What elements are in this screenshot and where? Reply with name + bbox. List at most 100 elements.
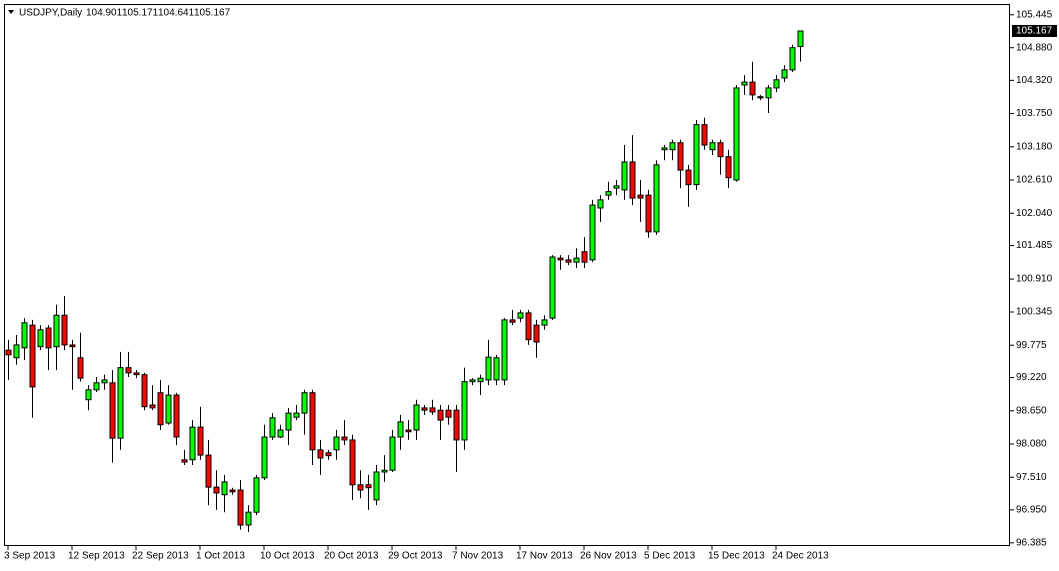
candle-body: [45, 327, 52, 349]
candle-body: [637, 194, 644, 199]
candle-body: [685, 169, 692, 186]
candle-body: [485, 356, 492, 381]
candle-body: [397, 421, 404, 438]
candle-body: [325, 452, 332, 457]
x-tick-label: 24 Dec 2013: [772, 551, 829, 562]
candle-body: [269, 417, 276, 438]
candle-body: [557, 257, 564, 261]
candle-body: [285, 412, 292, 431]
candle-body: [621, 161, 628, 191]
candle-body: [21, 322, 28, 349]
candle-body: [301, 392, 308, 414]
candle-body: [741, 81, 748, 86]
candle-body: [61, 314, 68, 346]
candle-body: [341, 436, 348, 441]
candle-body: [589, 204, 596, 261]
y-tick-label: 103.180: [1016, 141, 1053, 152]
candle-body: [317, 449, 324, 459]
x-tick-label: 5 Dec 2013: [644, 551, 696, 562]
candle-body: [349, 439, 356, 486]
candle-body: [189, 426, 196, 461]
candle-body: [661, 147, 668, 151]
candle-body: [221, 481, 228, 496]
candle-body: [245, 511, 252, 526]
y-tick-label: 96.950: [1016, 505, 1047, 516]
candle-body: [293, 412, 300, 418]
x-tick-label: 3 Sep 2013: [4, 551, 56, 562]
plot-frame: [4, 4, 1010, 546]
candle-body: [237, 489, 244, 526]
candle-body: [517, 312, 524, 319]
candle-body: [365, 484, 372, 489]
candle-body: [549, 256, 556, 319]
y-tick-label: 99.220: [1016, 372, 1047, 383]
header-close: 105.167: [194, 8, 231, 19]
candle-body: [445, 409, 452, 418]
candle-body: [645, 194, 652, 233]
candle-body: [717, 142, 724, 158]
y-tick-label: 102.040: [1016, 208, 1053, 219]
candle-body: [429, 407, 436, 413]
x-tick-label: 17 Nov 2013: [516, 551, 573, 562]
candle-body: [173, 394, 180, 438]
x-tick-label: 26 Nov 2013: [580, 551, 637, 562]
y-tick-label: 100.910: [1016, 274, 1053, 285]
menu-arrow: [8, 10, 14, 14]
candle-body: [149, 404, 156, 409]
candle-body: [101, 379, 108, 384]
candle-body: [677, 142, 684, 171]
candle-body: [669, 142, 676, 151]
candle-body: [389, 436, 396, 471]
candle-body: [797, 30, 804, 47]
candle-body: [749, 81, 756, 96]
candle-body: [653, 164, 660, 233]
x-tick-label: 10 Oct 2013: [260, 551, 315, 562]
candle-body: [773, 79, 780, 89]
y-tick-label: 103.750: [1016, 108, 1053, 119]
candle-body: [709, 142, 716, 151]
y-tick-label: 105.445: [1016, 9, 1053, 20]
candle-body: [93, 382, 100, 391]
candle-body: [197, 426, 204, 456]
candle-body: [613, 185, 620, 189]
x-tick-label: 12 Sep 2013: [68, 551, 125, 562]
candle-body: [437, 409, 444, 421]
y-tick-label: 104.320: [1016, 75, 1053, 86]
header-open: 104.901: [86, 8, 123, 19]
candle-body: [501, 319, 508, 381]
candle-body: [333, 436, 340, 451]
candle-body: [757, 96, 764, 99]
chart-title: USDJPY,Daily: [19, 8, 82, 19]
candle-body: [229, 489, 236, 493]
candle-body: [133, 372, 140, 376]
candle-body: [629, 161, 636, 199]
candle-body: [157, 392, 164, 426]
header-high: 105.171: [122, 8, 159, 19]
y-tick-label: 98.650: [1016, 405, 1047, 416]
candle-body: [701, 124, 708, 146]
candle-body: [541, 319, 548, 326]
y-tick-label: 104.880: [1016, 42, 1053, 53]
y-tick-label: 99.775: [1016, 340, 1047, 351]
candle-body: [309, 392, 316, 451]
candle-body: [781, 69, 788, 79]
candle-body: [77, 357, 84, 379]
candle-body: [13, 344, 20, 359]
candle-body: [405, 429, 412, 433]
y-tick-label: 97.510: [1016, 472, 1047, 483]
candle-body: [69, 344, 76, 348]
candle-body: [125, 367, 132, 374]
candle-body: [525, 312, 532, 341]
price-label: 105.167: [1016, 26, 1053, 37]
candle-body: [205, 454, 212, 488]
candle-body: [765, 87, 772, 99]
y-tick-label: 96.385: [1016, 537, 1047, 548]
candle-body: [509, 319, 516, 323]
candle-body: [789, 47, 796, 71]
x-tick-label: 20 Oct 2013: [324, 551, 379, 562]
candle-body: [373, 471, 380, 501]
candle-body: [213, 486, 220, 494]
y-tick-label: 102.610: [1016, 175, 1053, 186]
